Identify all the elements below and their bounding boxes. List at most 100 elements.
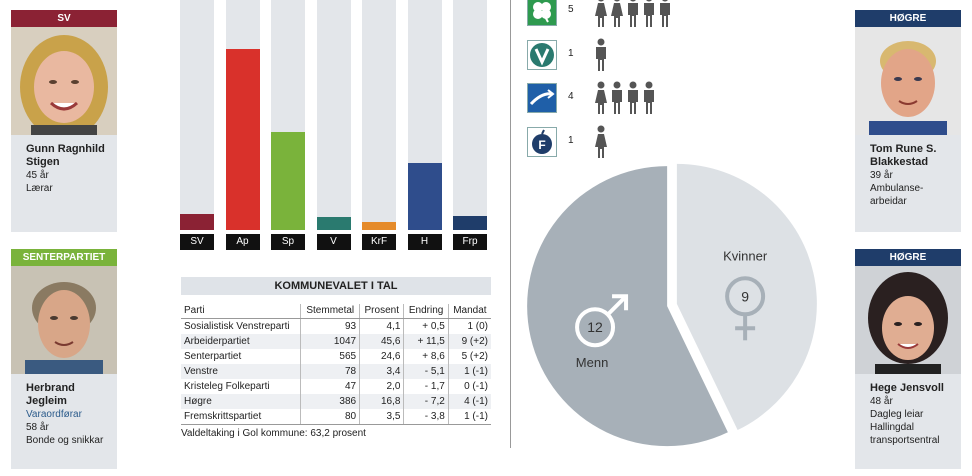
bar-label-v: V [316, 234, 351, 250]
cell-mandat: 4 (-1) [447, 393, 491, 409]
women-label: Kvinner [723, 248, 768, 263]
bar-label-sp: Sp [271, 234, 305, 250]
candidate-job: Ambulanse-arbeidar [870, 183, 924, 207]
man-figure-icon [626, 0, 640, 28]
bar-track-sv [180, 0, 214, 230]
candidate-name: Tom Rune S. Blakkestad [870, 143, 937, 168]
cell-parti: Fremskrittspartiet [181, 408, 301, 425]
woman-figure-icon [610, 0, 624, 28]
male-symbol-icon [575, 294, 629, 348]
cell-stemmetal: 565 [300, 348, 360, 364]
candidate-role: Varaordførar [26, 409, 82, 420]
cell-mandat: 1 (0) [447, 318, 491, 334]
seat-count: 4 [568, 91, 574, 102]
candidate-card-4: HØGRE Hege Jensvoll 48 år Dagleg leiar H… [855, 249, 961, 469]
col-header-stemmetal: Stemmetal [300, 304, 360, 319]
bar-ap [225, 49, 260, 230]
cell-prosent: 3,4 [359, 363, 404, 379]
cell-parti: Sosialistisk Venstreparti [184, 320, 290, 332]
cell-prosent: 16,8 [359, 393, 404, 409]
cell-stemmetal: 78 [300, 363, 360, 379]
hogre-arrow-icon [527, 83, 557, 113]
cell-mandat: 1 (-1) [447, 363, 491, 379]
man-figure-icon [642, 0, 656, 28]
table-row: Fremskrittspartiet 80 3,5 - 3,8 1 (-1) [181, 408, 491, 425]
man-figure-icon [626, 81, 640, 115]
gender-pie-chart: 9 Kvinner 12 Menn [527, 163, 817, 447]
bar-label-krf: KrF [362, 234, 396, 250]
bar-track-krf [362, 0, 396, 230]
man-figure-icon [642, 81, 656, 115]
cell-prosent: 3,5 [359, 408, 404, 425]
col-header-endring: Endring [403, 304, 449, 319]
col-header-parti: Parti [181, 304, 301, 319]
bar-sv [180, 213, 214, 230]
candidate-photo [855, 27, 961, 135]
candidate-name: Herbrand Jegleim [26, 382, 75, 407]
candidate-card-3: HØGRE Tom Rune S. Blakkestad 39 år Ambul… [855, 10, 961, 232]
cell-stemmetal: 1047 [300, 333, 360, 349]
cell-endring: + 8,6 [403, 348, 449, 364]
seat-count: 1 [568, 48, 574, 59]
party-banner: HØGRE [855, 249, 961, 266]
cell-parti: Arbeiderpartiet [181, 333, 301, 349]
cell-mandat: 9 (+2) [447, 333, 491, 349]
candidate-job: Bonde og snikkar [26, 435, 104, 446]
men-label: Menn [576, 355, 609, 370]
candidate-photo [11, 266, 117, 374]
bar-label-sv: SV [180, 234, 214, 250]
bar-label-ap: Ap [225, 234, 260, 250]
turnout-note: Valdeltaking i Gol kommune: 63,2 prosent [181, 427, 366, 439]
candidate-name: Hege Jensvoll [870, 382, 944, 394]
cell-parti: Kristeleg Folkeparti [184, 380, 270, 392]
men-count: 12 [587, 319, 603, 335]
election-results-table: KOMMUNEVALET I TAL Parti Stemmetal Prose… [181, 277, 491, 439]
women-count: 9 [741, 288, 749, 304]
pie-slice-kvinner [676, 163, 817, 431]
cell-mandat: 1 (-1) [447, 408, 491, 425]
man-figure-icon [594, 38, 608, 72]
cell-mandat: 0 (-1) [447, 378, 491, 394]
party-banner: SV [11, 10, 117, 27]
cell-endring: - 3,8 [403, 408, 449, 425]
table-row: Arbeiderpartiet 1047 45,6 + 11,5 9 (+2) [181, 333, 491, 349]
cell-stemmetal: 93 [300, 318, 360, 334]
cell-endring: - 7,2 [403, 393, 449, 409]
cell-stemmetal: 47 [300, 378, 360, 394]
female-symbol-icon [725, 276, 766, 341]
man-figure-icon [658, 0, 672, 28]
bar-track-ap [225, 0, 260, 230]
table-title: KOMMUNEVALET I TAL [181, 277, 491, 295]
cell-endring: - 5,1 [403, 363, 449, 379]
woman-figure-icon [594, 81, 608, 115]
cell-prosent: 2,0 [359, 378, 404, 394]
cell-endring: - 1,7 [403, 378, 449, 394]
cell-parti: Senterpartiet [184, 350, 242, 362]
woman-figure-icon [594, 0, 608, 28]
candidate-name: Gunn Ragnhild Stigen [26, 143, 105, 168]
col-header-prosent: Prosent [359, 304, 404, 319]
table-row: Høgre 386 16,8 - 7,2 4 (-1) [181, 393, 491, 409]
venstre-v-icon [527, 40, 557, 70]
cell-endring: + 11,5 [403, 333, 449, 349]
bar-sp [271, 132, 305, 230]
cell-mandat: 5 (+2) [447, 348, 491, 364]
candidate-job: Lærar [26, 183, 53, 194]
svg-text:F: F [538, 138, 545, 152]
election-bar-chart: SV Ap Sp V KrF H Frp [178, 0, 494, 254]
cell-endring: + 0,5 [403, 318, 449, 334]
candidate-photo [11, 27, 117, 135]
candidate-photo [855, 266, 961, 374]
man-figure-icon [610, 81, 624, 115]
col-header-mandat: Mandat [447, 304, 491, 319]
bar-label-h: H [407, 234, 442, 250]
candidate-card-1: SV Gunn Ragnhild Stigen 45 år Lærar [11, 10, 117, 232]
candidate-age: 58 år [26, 422, 49, 433]
table-row: Kristeleg Folkeparti 47 2,0 - 1,7 0 (-1) [181, 378, 491, 394]
candidate-age: 45 år [26, 170, 49, 181]
cell-stemmetal: 386 [300, 393, 360, 409]
candidate-age: 48 år [870, 396, 893, 407]
cell-stemmetal: 80 [300, 408, 360, 425]
cell-parti: Venstre [181, 363, 301, 379]
candidate-card-2: SENTERPARTIET Herbrand Jegleim Varaordfø… [11, 249, 117, 469]
